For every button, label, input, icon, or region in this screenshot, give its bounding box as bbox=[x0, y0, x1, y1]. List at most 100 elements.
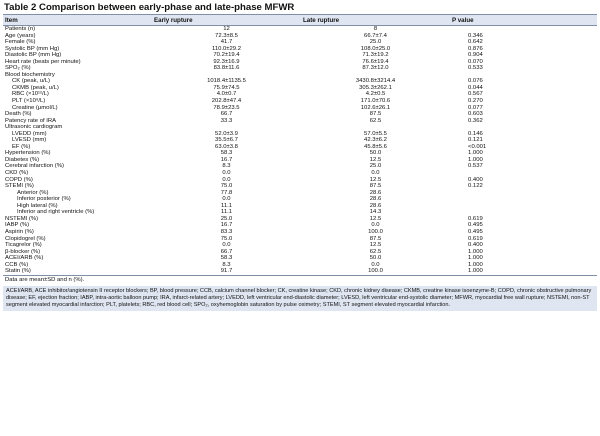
row-label: Ultrasonic cardiogram bbox=[5, 124, 63, 131]
row-p-value: 0.567 bbox=[468, 91, 483, 98]
row-late-value: 28.6 bbox=[369, 202, 382, 209]
abbreviations-footnote: ACEI/ARB, ACE inhibitor/angiotensin II r… bbox=[3, 285, 597, 312]
row-p-value: 0.346 bbox=[468, 32, 483, 39]
row-label: Aspirin (%) bbox=[5, 228, 34, 235]
table-row: Anterior (%) 77.8 28.6 bbox=[3, 190, 597, 197]
row-label: SPO₂ (%) bbox=[5, 65, 31, 72]
row-late-value: 14.3 bbox=[369, 209, 382, 216]
row-early-value: 91.7 bbox=[152, 268, 301, 276]
row-label: EF (%) bbox=[12, 143, 31, 150]
row-early-value: 25.0 bbox=[220, 215, 233, 222]
table-row: Clopidogrel (%) 75.0 87.5 0.619 bbox=[3, 236, 597, 243]
row-label: Diabetes (%) bbox=[5, 156, 40, 163]
table-row: Systolic BP (mm Hg) 110.0±29.2 108.0±25.0 0… bbox=[3, 46, 597, 53]
comparison-table: Item Early rupture Late rupture P value … bbox=[3, 14, 597, 276]
row-p-value: 0.876 bbox=[468, 45, 483, 52]
row-label: Creatine (μmol/L) bbox=[12, 104, 58, 111]
row-late-value: 28.6 bbox=[369, 196, 382, 203]
row-p-value: 0.044 bbox=[468, 84, 483, 91]
table-row: Hypertension (%) 58.3 50.0 1.000 bbox=[3, 150, 597, 157]
row-early-value: 16.7 bbox=[220, 222, 233, 229]
row-label: Ticagrelor (%) bbox=[5, 242, 42, 249]
row-label: Systolic BP (mm Hg) bbox=[5, 45, 60, 52]
table-row: Patients (n) 12 8 bbox=[3, 26, 597, 33]
row-label: Diastolic BP (mm Hg) bbox=[5, 52, 62, 59]
table-row: IABP (%) 16.7 0.0 0.495 bbox=[3, 222, 597, 229]
table-row: Aspirin (%) 83.3 100.0 0.495 bbox=[3, 229, 597, 236]
row-p-value: 1.000 bbox=[468, 261, 483, 268]
row-label: RBC (×10¹²/L) bbox=[12, 91, 49, 98]
table-row: β-blocker (%) 66.7 62.5 1.000 bbox=[3, 249, 597, 256]
row-late-value: 62.5 bbox=[369, 248, 382, 255]
table-row: Age (years) 72.3±8.5 66.7±7.4 0.346 bbox=[3, 33, 597, 40]
row-early-value: 33.3 bbox=[220, 117, 233, 124]
row-late-value: 108.0±25.0 bbox=[360, 45, 391, 52]
row-late-value: 50.0 bbox=[369, 255, 382, 262]
row-early-value: 12 bbox=[223, 26, 230, 32]
row-early-value: 0.0 bbox=[222, 176, 231, 183]
row-label: Heart rate (beats per minute) bbox=[5, 58, 81, 65]
table-row: Ultrasonic cardiogram bbox=[3, 124, 597, 131]
row-p-value: 0.495 bbox=[468, 228, 483, 235]
table-row: CKMB (peak, u/L) 75.9±74.5 305.3±262.1 0.04… bbox=[3, 85, 597, 92]
row-p-value bbox=[450, 26, 597, 33]
row-early-value: 92.3±16.9 bbox=[213, 58, 240, 65]
row-label: Age (years) bbox=[5, 32, 36, 39]
row-late-value: 57.0±5.5 bbox=[364, 130, 387, 137]
row-late-value: 71.3±19.2 bbox=[362, 52, 389, 59]
row-p-value: 0.495 bbox=[468, 222, 483, 229]
table-body: Patients (n) 12 8 Age (years) 72.3±8.5 66.7±7… bbox=[3, 26, 597, 276]
row-early-value: 16.7 bbox=[220, 156, 233, 163]
row-label: ACEI/ARB (%) bbox=[5, 255, 44, 262]
row-p-value: 0.121 bbox=[468, 137, 483, 144]
row-early-value: 75.9±74.5 bbox=[213, 84, 240, 91]
row-late-value: 28.6 bbox=[369, 189, 382, 196]
row-p-value: 0.537 bbox=[468, 163, 483, 170]
row-early-value: 0.0 bbox=[222, 242, 231, 249]
row-early-value: 11.1 bbox=[220, 202, 233, 209]
row-early-value: 0.0 bbox=[222, 196, 231, 203]
row-late-value: 87.3±12.0 bbox=[362, 65, 389, 72]
row-label: High lateral (%) bbox=[17, 202, 58, 209]
table-row: Inferior posterior (%) 0.0 28.6 bbox=[3, 196, 597, 203]
row-label: STEMI (%) bbox=[5, 183, 34, 190]
row-label: Inferior and right ventricle (%) bbox=[17, 209, 95, 216]
table-row: LVESD (mm) 35.5±6.7 42.3±6.2 0.121 bbox=[3, 137, 597, 144]
row-late-value: 25.0 bbox=[369, 163, 382, 170]
row-late-value: 45.8±5.6 bbox=[364, 143, 387, 150]
row-late-value: 42.3±6.2 bbox=[364, 137, 387, 144]
row-early-value: 66.7 bbox=[220, 111, 233, 118]
row-early-value: 63.0±3.8 bbox=[215, 143, 238, 150]
row-label: Inferior posterior (%) bbox=[17, 196, 71, 203]
row-late-value: 171.0±70.6 bbox=[360, 98, 391, 105]
row-late-value: 12.5 bbox=[369, 176, 382, 183]
row-label: Anterior (%) bbox=[17, 189, 49, 196]
row-early-value: 66.7 bbox=[220, 248, 233, 255]
table-row: Creatine (μmol/L) 78.9±23.5 102.6±26.1 0.07… bbox=[3, 105, 597, 112]
row-early-value: 58.3 bbox=[220, 255, 233, 262]
row-early-value: 58.3 bbox=[220, 150, 233, 157]
row-early-value: 70.2±19.4 bbox=[213, 52, 240, 59]
table-row: High lateral (%) 11.1 28.6 bbox=[3, 203, 597, 210]
row-label: Female (%) bbox=[5, 39, 36, 46]
row-p-value: 0.533 bbox=[468, 65, 483, 72]
table-row: Female (%) 41.7 25.0 0.642 bbox=[3, 39, 597, 46]
row-label: CK (peak, u/L) bbox=[12, 78, 50, 85]
table-row: Blood biochemistry bbox=[3, 72, 597, 79]
row-late-value: 100.0 bbox=[301, 268, 450, 276]
row-early-value: 83.8±11.6 bbox=[213, 65, 240, 72]
row-late-value: 66.7±7.4 bbox=[364, 32, 387, 39]
row-p-value: 0.619 bbox=[468, 215, 483, 222]
row-label: Cerebral infarction (%) bbox=[5, 163, 64, 170]
table-row: Diabetes (%) 16.7 12.5 1.000 bbox=[3, 157, 597, 164]
row-late-value: 102.6±26.1 bbox=[360, 104, 391, 111]
row-label: NSTEMI (%) bbox=[5, 215, 39, 222]
row-late-value: 8 bbox=[373, 26, 378, 32]
header-p-value: P value bbox=[450, 14, 597, 26]
row-label: COPD (%) bbox=[5, 176, 33, 183]
table-row: ACEI/ARB (%) 58.3 50.0 1.000 bbox=[3, 255, 597, 262]
row-p-value: 1.000 bbox=[450, 268, 597, 276]
table-row: NSTEMI (%) 25.0 12.5 0.619 bbox=[3, 216, 597, 223]
table-row: Inferior and right ventricle (%) 11.1 14.3 bbox=[3, 209, 597, 216]
row-label: Clopidogrel (%) bbox=[5, 235, 46, 242]
